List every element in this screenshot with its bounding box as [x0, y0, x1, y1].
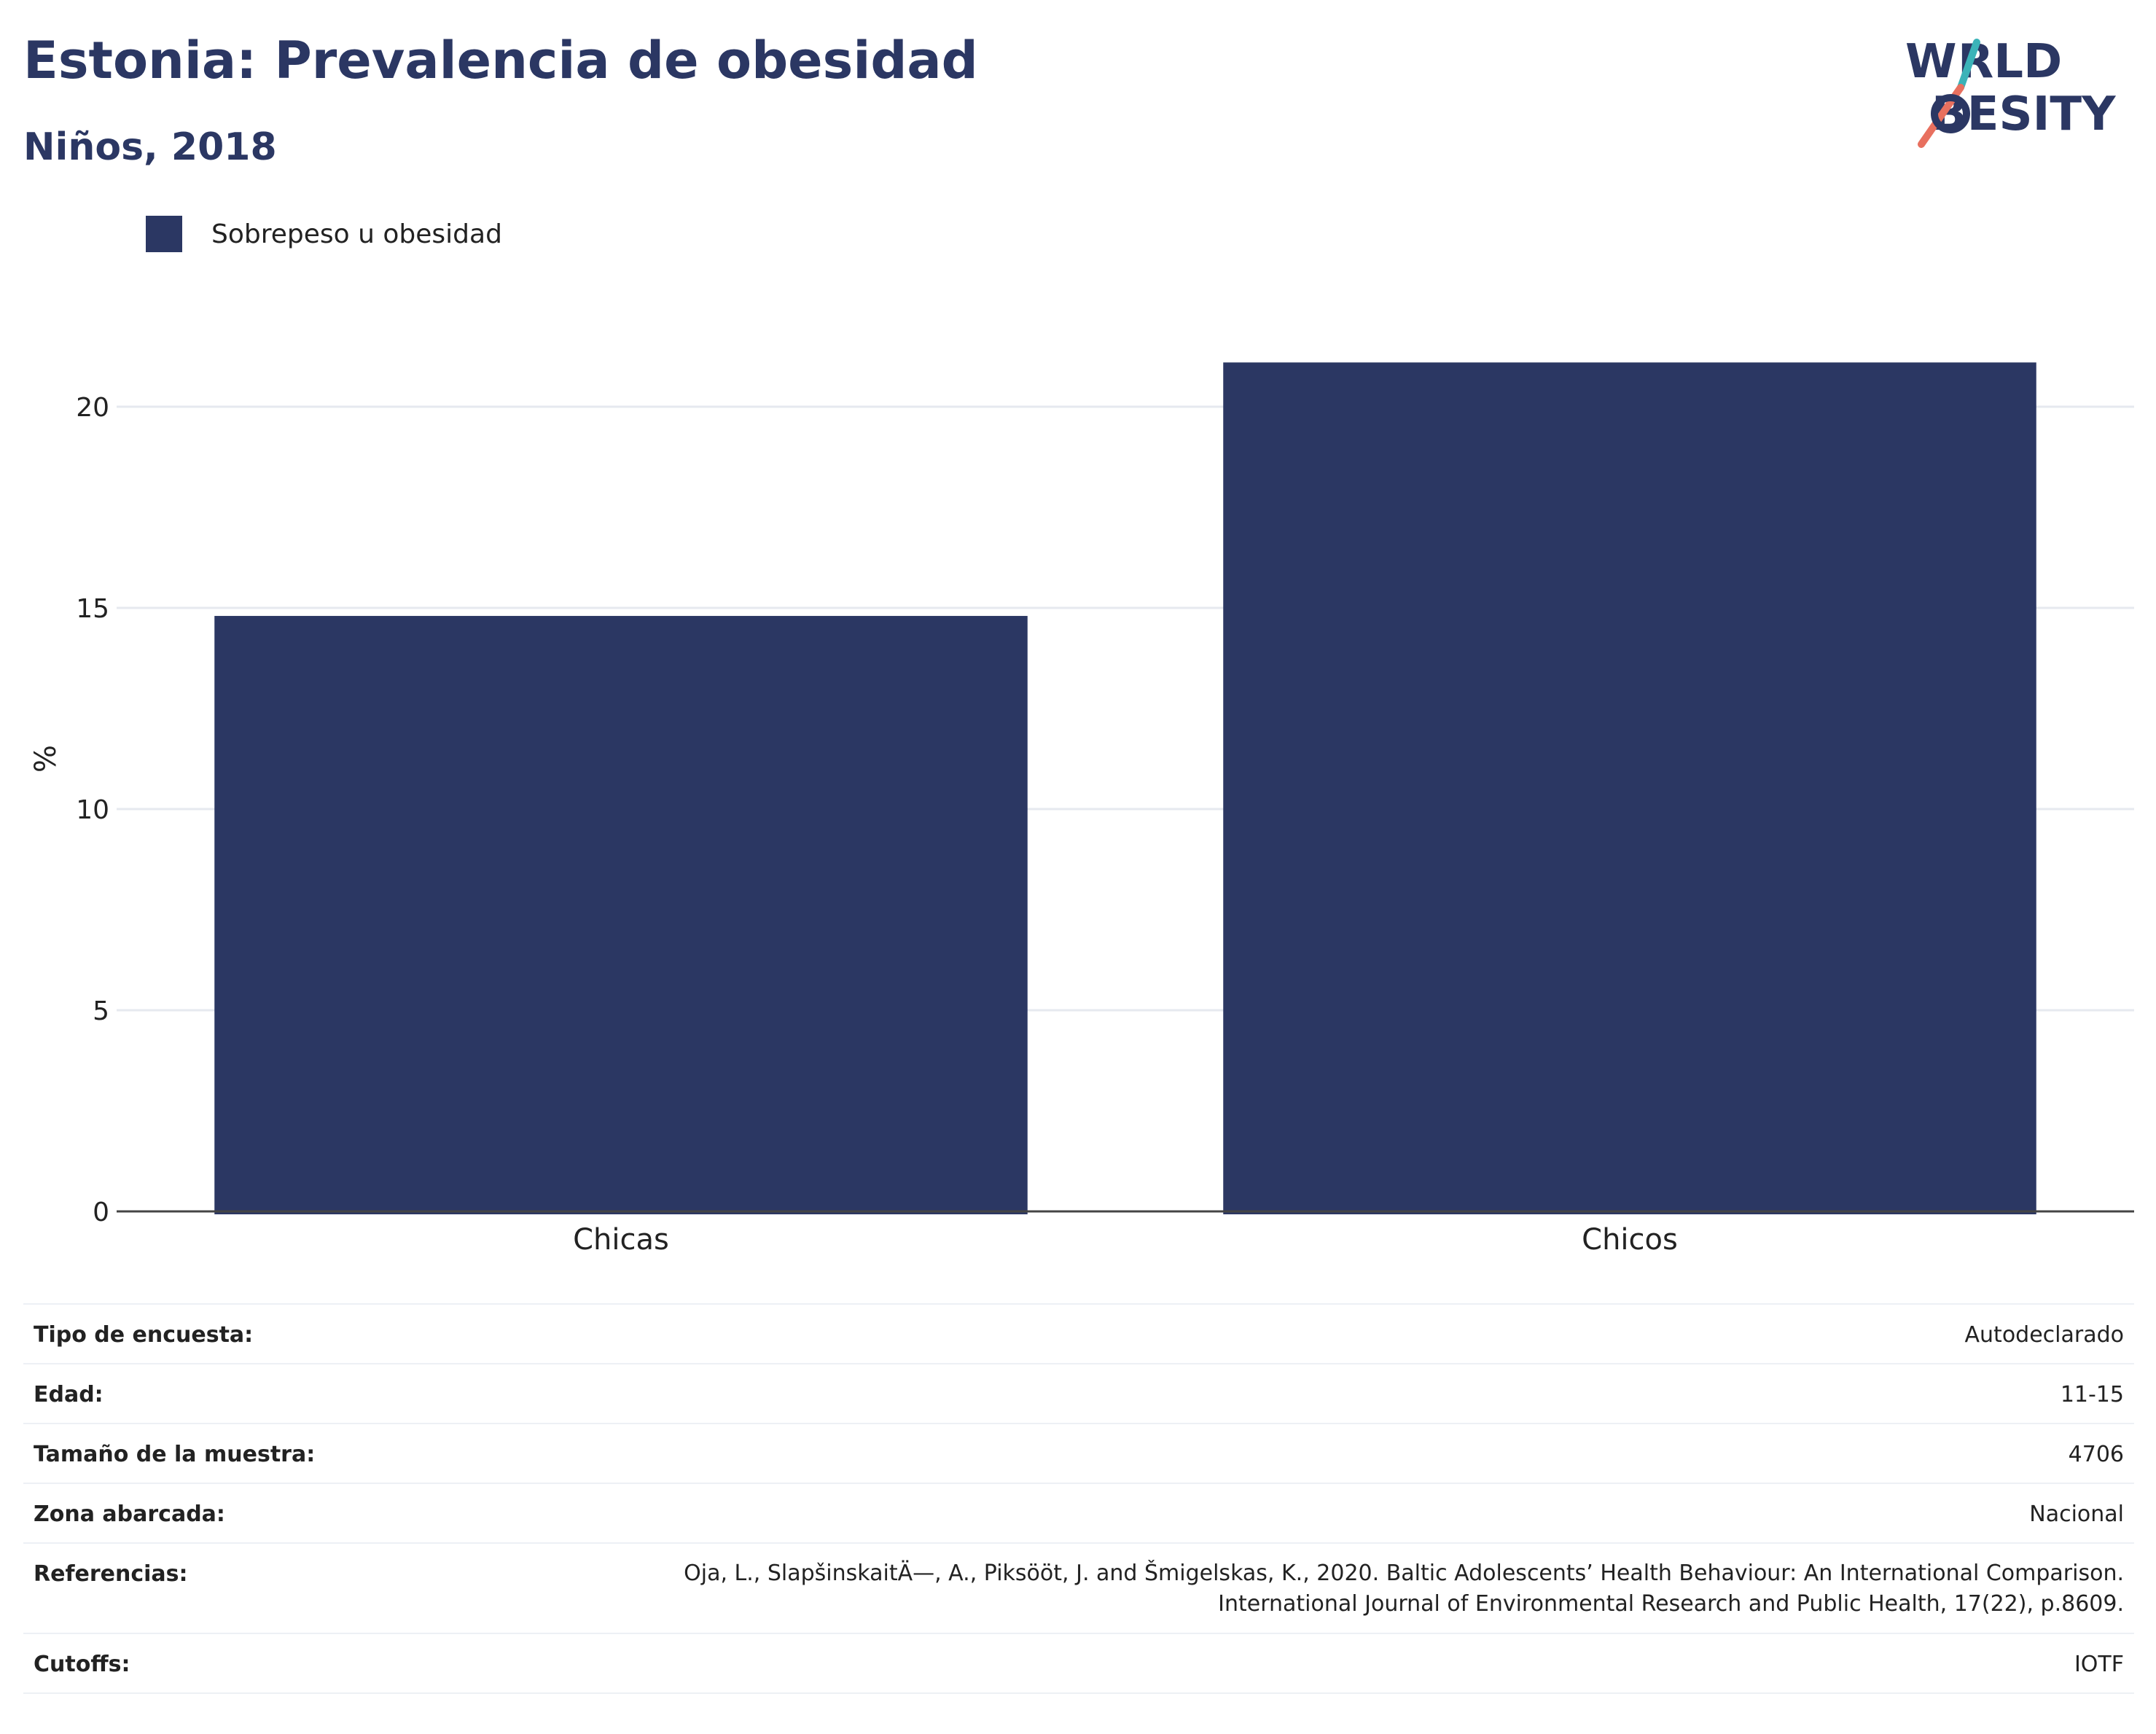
y-tick-label: 20 [76, 393, 109, 423]
y-tick-label: 15 [76, 594, 109, 624]
info-key: Cutoffs: [23, 1633, 423, 1694]
y-tick-label: 0 [93, 1198, 109, 1227]
legend-swatch [146, 216, 182, 252]
info-value: Autodeclarado [423, 1303, 2134, 1364]
info-row-cutoffs: Cutoffs: IOTF [23, 1633, 2134, 1694]
y-tick-label: 5 [93, 996, 109, 1026]
bar [214, 616, 1028, 1214]
legend-label: Sobrepeso u obesidad [211, 219, 502, 249]
info-key: Referencias: [23, 1543, 423, 1634]
y-axis-label: % [29, 745, 63, 773]
chart-subtitle: Niños, 2018 [23, 125, 277, 169]
chart-legend: Sobrepeso u obesidad [146, 216, 502, 252]
chart-title: Estonia: Prevalencia de obesidad [23, 31, 978, 90]
info-value: Oja, L., SlapšinskaitÄ—, A., Piksööt, J.… [423, 1543, 2134, 1634]
info-value: Nacional [423, 1483, 2134, 1544]
reference-line-2: International Journal of Environmental R… [1218, 1591, 2124, 1617]
bar-chart: 0 5 10 15 20% Chicas Chicos [29, 362, 2134, 1257]
info-row-references: Referencias: Oja, L., SlapšinskaitÄ—, A.… [23, 1543, 2134, 1634]
info-row-age: Edad: 11-15 [23, 1364, 2134, 1424]
bar [1223, 362, 2036, 1214]
info-value: 11-15 [423, 1364, 2134, 1424]
x-tick-label: Chicas [573, 1223, 669, 1257]
reference-line-1: Oja, L., SlapšinskaitÄ—, A., Piksööt, J.… [684, 1561, 2124, 1586]
y-tick-label: 10 [76, 795, 109, 825]
info-value: IOTF [423, 1633, 2134, 1694]
x-tick-label: Chicos [1582, 1223, 1678, 1257]
world-obesity-logo: W RLD BESITY [1905, 35, 2116, 148]
info-row-coverage: Zona abarcada: Nacional [23, 1483, 2134, 1544]
info-row-sample-size: Tamaño de la muestra: 4706 [23, 1423, 2134, 1484]
svg-text:BESITY: BESITY [1932, 87, 2116, 141]
svg-text:W: W [1905, 35, 1957, 89]
info-row-survey-type: Tipo de encuesta: Autodeclarado [23, 1303, 2134, 1364]
info-key: Edad: [23, 1364, 423, 1424]
info-key: Tamaño de la muestra: [23, 1423, 423, 1484]
survey-info-table: Tipo de encuesta: Autodeclarado Edad: 11… [23, 1303, 2134, 1694]
info-key: Zona abarcada: [23, 1483, 423, 1544]
info-value: 4706 [423, 1423, 2134, 1484]
info-key: Tipo de encuesta: [23, 1303, 423, 1364]
